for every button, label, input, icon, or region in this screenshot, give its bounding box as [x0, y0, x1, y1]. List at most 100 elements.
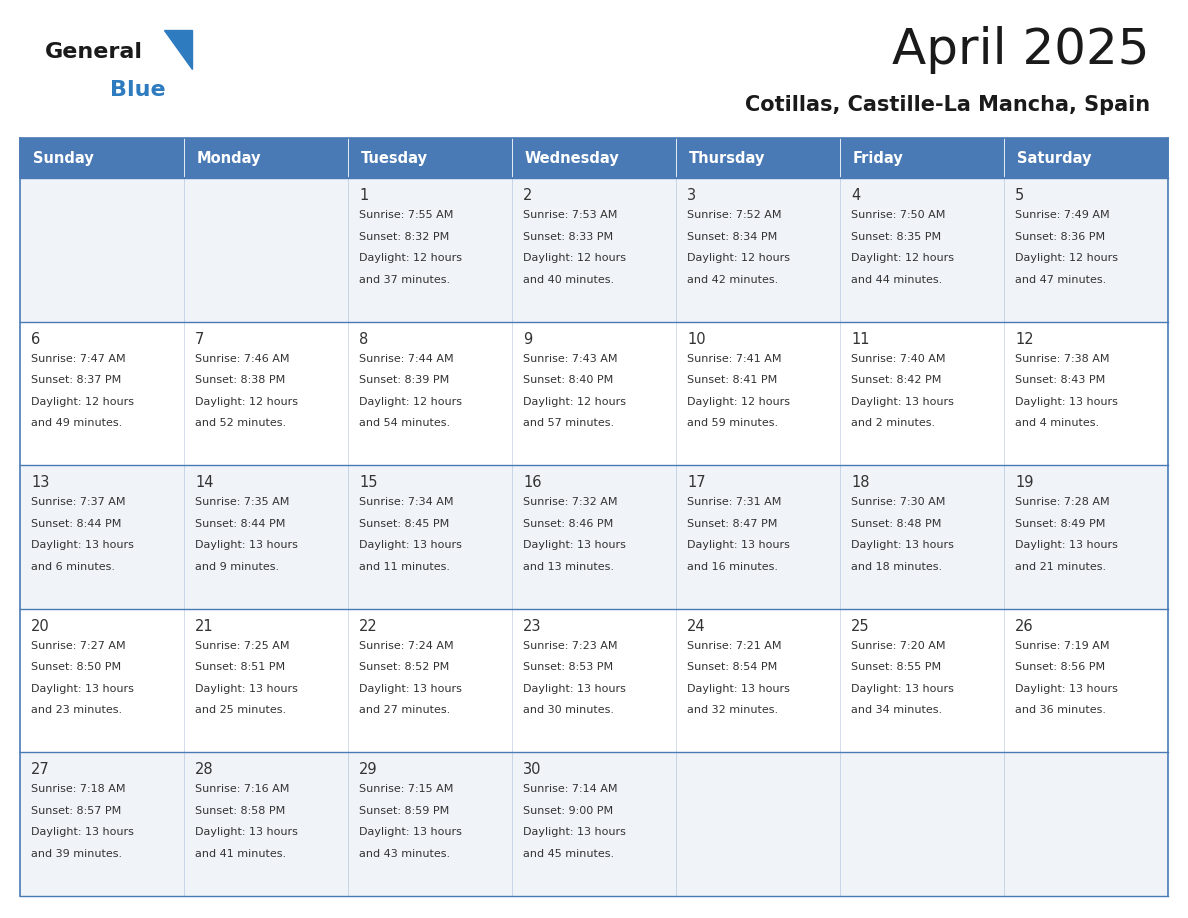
Text: Sunset: 8:53 PM: Sunset: 8:53 PM — [523, 662, 613, 672]
Text: Sunrise: 7:30 AM: Sunrise: 7:30 AM — [851, 498, 946, 508]
Text: 5: 5 — [1015, 188, 1024, 203]
Text: Daylight: 13 hours: Daylight: 13 hours — [851, 684, 954, 694]
Bar — [20, 609, 1168, 753]
Text: Daylight: 12 hours: Daylight: 12 hours — [195, 397, 298, 407]
Text: Cotillas, Castille-La Mancha, Spain: Cotillas, Castille-La Mancha, Spain — [745, 95, 1150, 115]
Text: Sunrise: 7:25 AM: Sunrise: 7:25 AM — [195, 641, 290, 651]
Text: Sunset: 8:55 PM: Sunset: 8:55 PM — [851, 662, 941, 672]
Text: Daylight: 13 hours: Daylight: 13 hours — [1015, 684, 1118, 694]
Text: Monday: Monday — [197, 151, 261, 165]
Text: General: General — [45, 42, 143, 62]
Text: 23: 23 — [523, 619, 542, 633]
Bar — [20, 753, 1168, 896]
Text: Daylight: 13 hours: Daylight: 13 hours — [195, 684, 298, 694]
Text: Sunrise: 7:34 AM: Sunrise: 7:34 AM — [359, 498, 454, 508]
Text: Sunset: 9:00 PM: Sunset: 9:00 PM — [523, 806, 613, 816]
Text: Sunset: 8:42 PM: Sunset: 8:42 PM — [851, 375, 941, 385]
Text: Daylight: 13 hours: Daylight: 13 hours — [1015, 397, 1118, 407]
Text: 25: 25 — [851, 619, 870, 633]
Text: Sunrise: 7:23 AM: Sunrise: 7:23 AM — [523, 641, 618, 651]
Text: Sunrise: 7:27 AM: Sunrise: 7:27 AM — [31, 641, 126, 651]
Text: Sunrise: 7:32 AM: Sunrise: 7:32 AM — [523, 498, 618, 508]
Text: Sunset: 8:51 PM: Sunset: 8:51 PM — [195, 662, 285, 672]
Text: and 36 minutes.: and 36 minutes. — [1015, 705, 1106, 715]
Text: April 2025: April 2025 — [892, 26, 1150, 74]
Text: Sunset: 8:36 PM: Sunset: 8:36 PM — [1015, 231, 1105, 241]
Text: Daylight: 13 hours: Daylight: 13 hours — [851, 397, 954, 407]
Text: Sunrise: 7:43 AM: Sunrise: 7:43 AM — [523, 353, 618, 364]
Text: 19: 19 — [1015, 476, 1034, 490]
Text: Daylight: 13 hours: Daylight: 13 hours — [523, 684, 626, 694]
Text: Sunset: 8:58 PM: Sunset: 8:58 PM — [195, 806, 285, 816]
Text: Sunset: 8:46 PM: Sunset: 8:46 PM — [523, 519, 613, 529]
Text: Sunset: 8:32 PM: Sunset: 8:32 PM — [359, 231, 449, 241]
Text: Sunrise: 7:19 AM: Sunrise: 7:19 AM — [1015, 641, 1110, 651]
Text: and 30 minutes.: and 30 minutes. — [523, 705, 614, 715]
Text: and 18 minutes.: and 18 minutes. — [851, 562, 942, 572]
Text: Daylight: 13 hours: Daylight: 13 hours — [195, 540, 298, 550]
Text: and 59 minutes.: and 59 minutes. — [687, 418, 778, 428]
Text: Sunrise: 7:15 AM: Sunrise: 7:15 AM — [359, 784, 454, 794]
Text: Sunrise: 7:28 AM: Sunrise: 7:28 AM — [1015, 498, 1110, 508]
Text: and 47 minutes.: and 47 minutes. — [1015, 274, 1106, 285]
Text: and 11 minutes.: and 11 minutes. — [359, 562, 450, 572]
Text: Blue: Blue — [110, 80, 165, 100]
Text: 16: 16 — [523, 476, 542, 490]
Text: Daylight: 13 hours: Daylight: 13 hours — [359, 684, 462, 694]
Text: Friday: Friday — [853, 151, 904, 165]
Text: Sunrise: 7:40 AM: Sunrise: 7:40 AM — [851, 353, 946, 364]
Text: 1: 1 — [359, 188, 368, 203]
Text: Thursday: Thursday — [689, 151, 765, 165]
Text: Sunset: 8:59 PM: Sunset: 8:59 PM — [359, 806, 449, 816]
Text: and 4 minutes.: and 4 minutes. — [1015, 418, 1099, 428]
Text: Sunrise: 7:50 AM: Sunrise: 7:50 AM — [851, 210, 946, 220]
Bar — [184, 138, 348, 178]
Bar — [676, 138, 840, 178]
Text: Sunday: Sunday — [33, 151, 94, 165]
Bar — [20, 465, 1168, 609]
Text: and 27 minutes.: and 27 minutes. — [359, 705, 450, 715]
Text: Daylight: 13 hours: Daylight: 13 hours — [1015, 540, 1118, 550]
Text: Sunrise: 7:38 AM: Sunrise: 7:38 AM — [1015, 353, 1110, 364]
Text: Daylight: 13 hours: Daylight: 13 hours — [359, 827, 462, 837]
Text: Sunset: 8:34 PM: Sunset: 8:34 PM — [687, 231, 777, 241]
Text: Daylight: 12 hours: Daylight: 12 hours — [523, 253, 626, 263]
Text: Sunset: 8:54 PM: Sunset: 8:54 PM — [687, 662, 777, 672]
Text: Sunset: 8:57 PM: Sunset: 8:57 PM — [31, 806, 121, 816]
Text: Sunrise: 7:52 AM: Sunrise: 7:52 AM — [687, 210, 782, 220]
Text: and 6 minutes.: and 6 minutes. — [31, 562, 115, 572]
Text: Daylight: 12 hours: Daylight: 12 hours — [1015, 253, 1118, 263]
Text: Sunset: 8:35 PM: Sunset: 8:35 PM — [851, 231, 941, 241]
Text: and 44 minutes.: and 44 minutes. — [851, 274, 942, 285]
Text: 29: 29 — [359, 763, 378, 778]
Text: Sunrise: 7:18 AM: Sunrise: 7:18 AM — [31, 784, 126, 794]
Text: Sunset: 8:47 PM: Sunset: 8:47 PM — [687, 519, 777, 529]
Text: 18: 18 — [851, 476, 870, 490]
Text: 14: 14 — [195, 476, 214, 490]
Text: Sunrise: 7:41 AM: Sunrise: 7:41 AM — [687, 353, 782, 364]
Bar — [512, 138, 676, 178]
Text: Sunrise: 7:53 AM: Sunrise: 7:53 AM — [523, 210, 618, 220]
Text: and 57 minutes.: and 57 minutes. — [523, 418, 614, 428]
Text: 7: 7 — [195, 331, 204, 347]
Text: and 16 minutes.: and 16 minutes. — [687, 562, 778, 572]
Text: Sunset: 8:39 PM: Sunset: 8:39 PM — [359, 375, 449, 385]
Text: Sunset: 8:44 PM: Sunset: 8:44 PM — [31, 519, 121, 529]
Bar — [20, 178, 1168, 321]
Text: Daylight: 13 hours: Daylight: 13 hours — [851, 540, 954, 550]
Text: Tuesday: Tuesday — [361, 151, 428, 165]
Text: 12: 12 — [1015, 331, 1034, 347]
Text: and 32 minutes.: and 32 minutes. — [687, 705, 778, 715]
Text: and 54 minutes.: and 54 minutes. — [359, 418, 450, 428]
Text: 22: 22 — [359, 619, 378, 633]
Bar — [840, 138, 1004, 178]
Text: Sunset: 8:41 PM: Sunset: 8:41 PM — [687, 375, 777, 385]
Bar — [348, 138, 512, 178]
Text: Sunrise: 7:47 AM: Sunrise: 7:47 AM — [31, 353, 126, 364]
Text: Daylight: 13 hours: Daylight: 13 hours — [31, 827, 134, 837]
Text: Sunrise: 7:55 AM: Sunrise: 7:55 AM — [359, 210, 454, 220]
Text: Sunrise: 7:46 AM: Sunrise: 7:46 AM — [195, 353, 290, 364]
Text: Sunset: 8:52 PM: Sunset: 8:52 PM — [359, 662, 449, 672]
Text: 4: 4 — [851, 188, 860, 203]
Text: Daylight: 12 hours: Daylight: 12 hours — [359, 253, 462, 263]
